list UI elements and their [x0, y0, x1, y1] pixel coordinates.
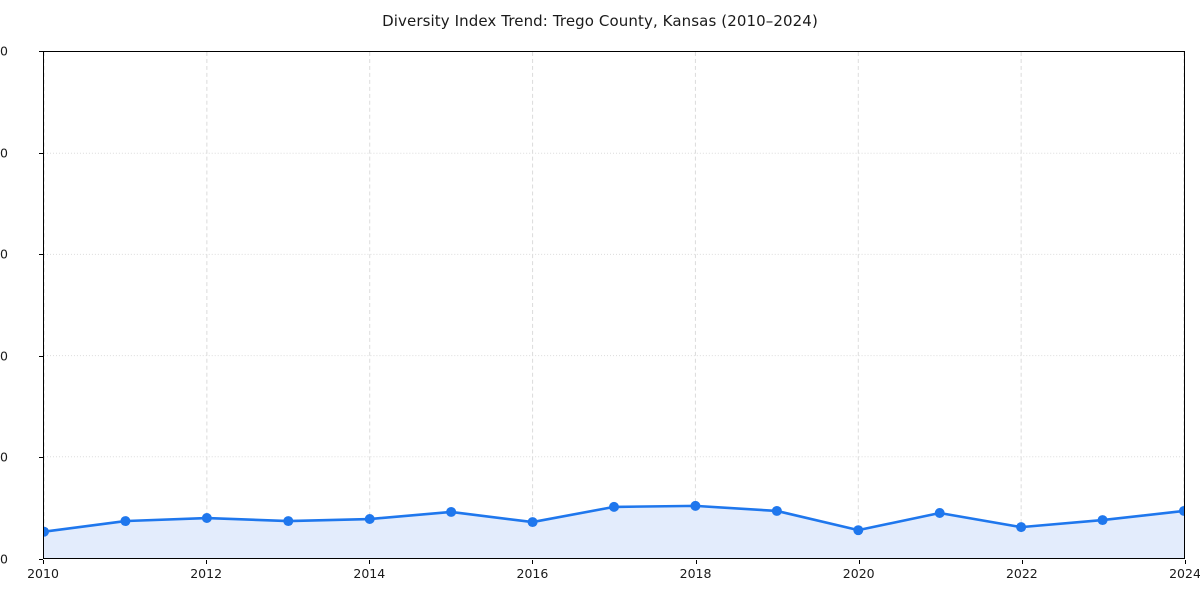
y-axis-tick-label: 0 — [0, 551, 8, 567]
data-point-marker — [934, 507, 945, 518]
x-axis-tick-mark — [206, 560, 208, 564]
y-axis-tick-label: 20 — [0, 449, 8, 465]
data-point-marker — [44, 526, 49, 537]
data-point-marker — [690, 500, 701, 511]
x-axis-tick-mark — [695, 560, 697, 564]
vertical-gridlines — [44, 52, 1184, 558]
y-axis-tick-mark — [39, 355, 43, 357]
plot-canvas — [44, 52, 1184, 558]
x-axis-tick-mark — [369, 560, 371, 564]
data-point-marker — [446, 506, 457, 517]
data-point-marker — [853, 525, 864, 536]
data-point-marker — [120, 516, 131, 527]
x-axis-tick-label: 2014 — [353, 566, 386, 581]
x-axis-tick-mark — [1185, 560, 1186, 564]
y-axis-tick-label: 100 — [0, 43, 8, 59]
y-axis-tick-label: 60 — [0, 246, 8, 262]
y-axis-tick-mark — [39, 254, 43, 256]
x-axis-tick-label: 2012 — [190, 566, 223, 581]
series-area-fill — [44, 505, 1184, 558]
y-axis-tick-label: 40 — [0, 348, 8, 364]
data-point-marker — [283, 516, 294, 527]
y-axis-tick-label: 80 — [0, 145, 8, 161]
data-point-marker — [201, 513, 212, 524]
x-axis-tick-label: 2024 — [1169, 566, 1200, 581]
x-axis-tick-label: 2018 — [679, 566, 712, 581]
y-axis-tick-mark — [39, 457, 43, 459]
x-axis-tick-label: 2016 — [516, 566, 549, 581]
x-axis-tick-label: 2020 — [842, 566, 875, 581]
x-axis-tick-mark — [858, 560, 860, 564]
data-point-marker — [771, 505, 782, 516]
horizontal-gridlines — [44, 152, 1184, 458]
y-axis-tick-mark — [39, 152, 43, 154]
data-point-marker — [364, 514, 375, 525]
data-point-marker — [1179, 505, 1184, 516]
data-point-marker — [1097, 515, 1108, 526]
data-point-marker — [609, 501, 619, 512]
x-axis-tick-label: 2010 — [27, 566, 59, 581]
x-axis-tick-mark — [1021, 560, 1023, 564]
y-axis-tick-mark — [39, 559, 43, 560]
plot-area — [43, 51, 1185, 559]
data-point-marker — [527, 517, 538, 528]
x-axis-tick-mark — [43, 560, 44, 564]
chart-title: Diversity Index Trend: Trego County, Kan… — [382, 12, 818, 30]
x-axis-tick-mark — [532, 560, 534, 564]
y-axis-tick-mark — [39, 51, 43, 52]
series-markers — [44, 500, 1184, 537]
x-axis-tick-label: 2022 — [1005, 566, 1038, 581]
data-point-marker — [1016, 522, 1027, 533]
